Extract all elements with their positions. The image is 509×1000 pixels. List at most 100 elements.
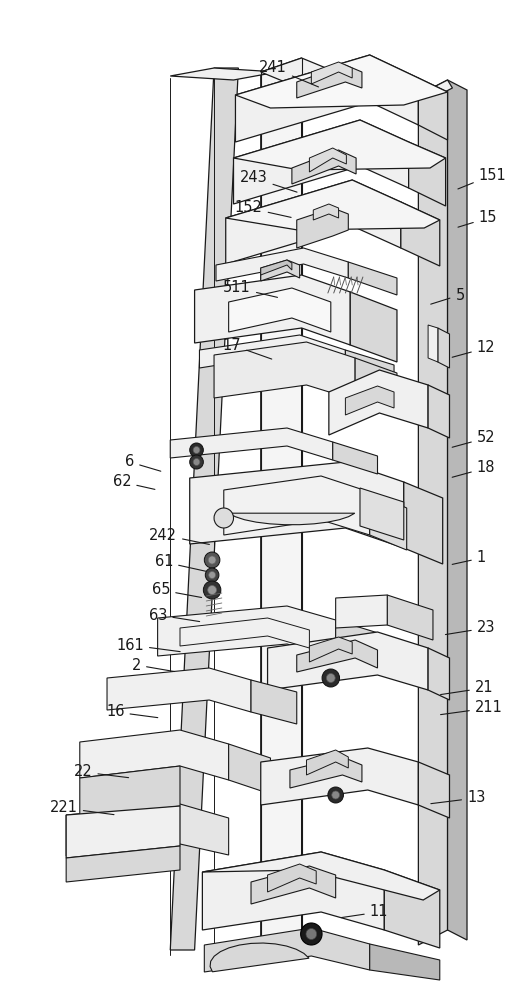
- Text: 6: 6: [125, 454, 160, 471]
- Polygon shape: [369, 944, 439, 980]
- Text: 211: 211: [440, 700, 502, 716]
- Text: 52: 52: [451, 430, 494, 447]
- Polygon shape: [194, 275, 350, 345]
- Polygon shape: [408, 142, 445, 206]
- Text: 161: 161: [116, 638, 180, 652]
- Polygon shape: [235, 55, 417, 142]
- Circle shape: [193, 458, 200, 466]
- Polygon shape: [260, 58, 301, 958]
- Polygon shape: [225, 180, 439, 230]
- Polygon shape: [384, 870, 439, 948]
- Polygon shape: [260, 260, 291, 275]
- Circle shape: [193, 446, 200, 454]
- Polygon shape: [296, 640, 377, 672]
- Circle shape: [205, 568, 218, 582]
- Text: 152: 152: [234, 200, 291, 217]
- Text: 61: 61: [154, 554, 206, 571]
- Text: 22: 22: [73, 764, 128, 780]
- Circle shape: [189, 455, 203, 469]
- Polygon shape: [170, 68, 277, 80]
- Polygon shape: [328, 370, 427, 435]
- Polygon shape: [260, 58, 325, 82]
- Polygon shape: [350, 292, 396, 362]
- Text: 16: 16: [106, 704, 157, 720]
- Polygon shape: [260, 748, 417, 805]
- Circle shape: [208, 572, 215, 578]
- Polygon shape: [309, 637, 352, 662]
- Polygon shape: [214, 342, 354, 400]
- Text: 243: 243: [239, 170, 296, 192]
- Polygon shape: [216, 248, 348, 281]
- Text: 18: 18: [451, 460, 494, 477]
- Circle shape: [214, 508, 233, 528]
- Polygon shape: [348, 262, 396, 295]
- Polygon shape: [427, 385, 448, 438]
- Polygon shape: [400, 202, 439, 266]
- Circle shape: [204, 552, 219, 568]
- Polygon shape: [369, 492, 406, 550]
- Circle shape: [300, 923, 321, 945]
- Polygon shape: [233, 120, 408, 204]
- Polygon shape: [189, 462, 403, 548]
- Polygon shape: [225, 180, 400, 264]
- Polygon shape: [296, 208, 348, 248]
- Polygon shape: [260, 260, 299, 281]
- Text: 242: 242: [149, 528, 209, 544]
- Circle shape: [207, 585, 216, 594]
- Polygon shape: [354, 358, 396, 414]
- Text: 12: 12: [451, 340, 494, 357]
- Polygon shape: [345, 386, 393, 415]
- Text: 15: 15: [457, 211, 496, 227]
- Polygon shape: [66, 806, 180, 858]
- Polygon shape: [386, 595, 432, 640]
- Polygon shape: [79, 730, 228, 780]
- Text: 23: 23: [444, 620, 494, 636]
- Circle shape: [321, 669, 339, 687]
- Circle shape: [331, 791, 339, 799]
- Polygon shape: [233, 120, 445, 170]
- Text: 1: 1: [451, 550, 485, 566]
- Circle shape: [326, 674, 334, 682]
- Text: 5: 5: [430, 288, 464, 304]
- Polygon shape: [306, 750, 348, 775]
- Text: 151: 151: [457, 167, 505, 189]
- Polygon shape: [332, 442, 377, 474]
- Polygon shape: [335, 595, 386, 628]
- Polygon shape: [437, 328, 448, 368]
- Polygon shape: [79, 766, 180, 818]
- Polygon shape: [66, 804, 228, 856]
- Polygon shape: [267, 632, 427, 690]
- Polygon shape: [180, 618, 309, 648]
- Polygon shape: [170, 428, 332, 460]
- Polygon shape: [427, 325, 437, 362]
- Polygon shape: [228, 288, 330, 332]
- Circle shape: [305, 928, 316, 940]
- Polygon shape: [229, 513, 354, 525]
- Text: 11: 11: [341, 904, 387, 920]
- Polygon shape: [170, 68, 238, 950]
- Polygon shape: [345, 350, 393, 384]
- Polygon shape: [250, 680, 296, 724]
- Polygon shape: [310, 62, 352, 84]
- Text: 65: 65: [152, 582, 201, 597]
- Text: 511: 511: [223, 280, 277, 297]
- Polygon shape: [199, 335, 345, 368]
- Polygon shape: [250, 866, 335, 904]
- Polygon shape: [403, 482, 442, 564]
- Polygon shape: [107, 668, 250, 712]
- Polygon shape: [335, 620, 381, 672]
- Text: 17: 17: [222, 338, 271, 359]
- Polygon shape: [202, 852, 439, 900]
- Polygon shape: [202, 852, 384, 930]
- Polygon shape: [417, 80, 447, 945]
- Polygon shape: [296, 65, 361, 98]
- Polygon shape: [417, 78, 447, 140]
- Polygon shape: [157, 606, 335, 658]
- Polygon shape: [235, 55, 447, 108]
- Polygon shape: [267, 864, 316, 892]
- Polygon shape: [228, 744, 270, 794]
- Polygon shape: [417, 762, 448, 818]
- Polygon shape: [313, 204, 338, 220]
- Polygon shape: [417, 80, 451, 103]
- Polygon shape: [290, 757, 361, 788]
